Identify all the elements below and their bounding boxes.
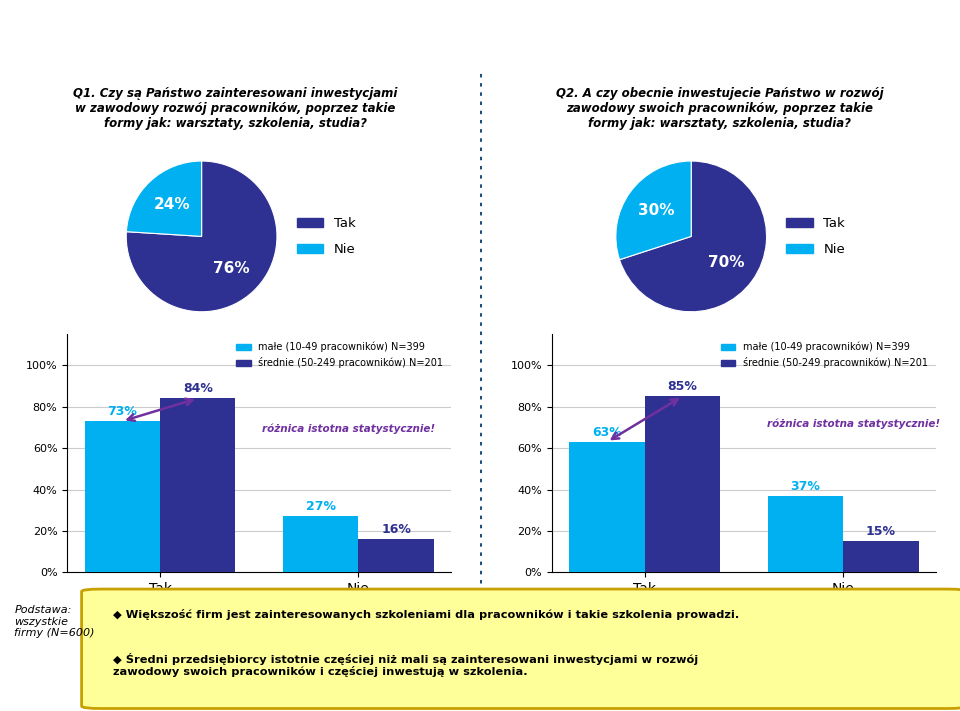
Text: 37%: 37% [790,480,821,493]
Legend: Tak, Nie: Tak, Nie [292,212,361,261]
Legend: małe (10-49 pracowników) N=399, średnie (50-249 pracowników) N=201: małe (10-49 pracowników) N=399, średnie … [233,339,446,371]
Text: ◆ Średni przedsiębiorcy istotnie częściej niż mali są zainteresowani inwestycjam: ◆ Średni przedsiębiorcy istotnie częście… [113,653,699,678]
Text: 70%: 70% [708,255,745,269]
Bar [645,396,720,572]
Bar [358,539,434,572]
Text: Podstawa:
wszystkie
firmy (N=600): Podstawa: wszystkie firmy (N=600) [14,605,95,638]
Text: 73%: 73% [108,405,137,418]
Text: Q1. Czy są Państwo zainteresowani inwestycjami
w zawodowy rozwój pracowników, po: Q1. Czy są Państwo zainteresowani inwest… [73,87,397,130]
Bar [283,516,358,572]
Text: różnica istotna statystycznie!: różnica istotna statystycznie! [766,419,940,429]
Text: 24%: 24% [154,197,190,212]
Text: 63%: 63% [592,426,622,439]
Wedge shape [127,161,202,236]
Text: 30%: 30% [637,203,674,218]
Text: 16%: 16% [381,523,411,536]
Wedge shape [619,161,767,311]
Text: ◆ Większość firm jest zainteresowanych szkoleniami dla pracowników i takie szkol: ◆ Większość firm jest zainteresowanych s… [113,609,739,620]
Legend: małe (10-49 pracowników) N=399, średnie (50-249 pracowników) N=201: małe (10-49 pracowników) N=399, średnie … [718,339,931,371]
Bar [569,442,645,572]
Wedge shape [615,161,691,260]
Text: 85%: 85% [667,380,698,393]
Bar [843,541,919,572]
Bar [84,421,160,572]
Bar [160,398,235,572]
Text: 76%: 76% [213,261,250,276]
Text: Q2. A czy obecnie inwestujecie Państwo w rozwój
zawodowy swoich pracowników, pop: Q2. A czy obecnie inwestujecie Państwo w… [556,87,884,130]
Text: różnica istotna statystycznie!: różnica istotna statystycznie! [262,423,435,434]
Text: Inwestycje w szkolenia (1/2): Inwestycje w szkolenia (1/2) [12,15,475,43]
Legend: Tak, Nie: Tak, Nie [781,212,851,261]
Text: 84%: 84% [182,383,213,395]
Text: 27%: 27% [305,501,336,513]
Wedge shape [126,161,277,311]
FancyBboxPatch shape [82,589,960,708]
Text: 15%: 15% [866,525,896,538]
Bar [768,496,843,572]
